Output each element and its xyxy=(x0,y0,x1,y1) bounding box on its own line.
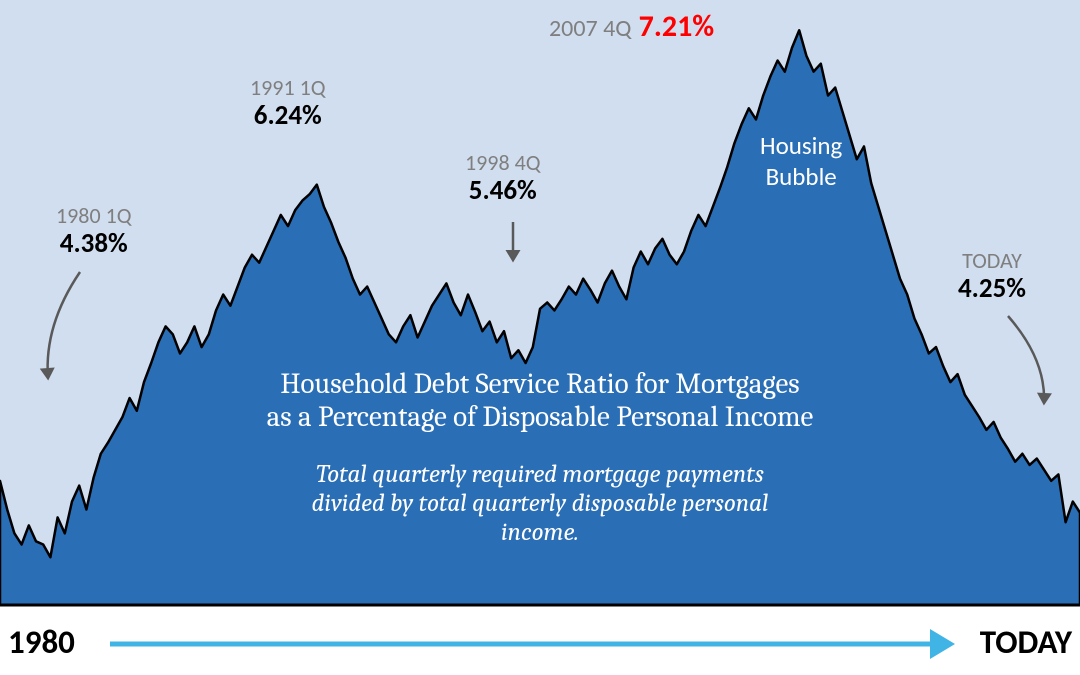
annotation-1980-1q: 1980 1Q 4.38% xyxy=(56,203,132,259)
annotation-value: 7.21% xyxy=(639,8,715,45)
subtitle-line3: income. xyxy=(0,518,1080,547)
bubble-line2: Bubble xyxy=(760,161,842,192)
chart-subtitle: Total quarterly required mortgage paymen… xyxy=(0,460,1080,547)
bubble-line1: Housing xyxy=(760,130,842,161)
annotation-date: 1980 1Q xyxy=(56,203,132,228)
x-axis-end-label: TODAY xyxy=(980,622,1072,662)
housing-bubble-label: Housing Bubble xyxy=(760,130,842,192)
annotation-today: TODAY 4.25% xyxy=(958,248,1026,304)
annotation-2007-4q: 2007 4Q 7.21% xyxy=(549,10,714,45)
chart-title: Household Debt Service Ratio for Mortgag… xyxy=(0,368,1080,434)
annotation-1991-1q: 1991 1Q 6.24% xyxy=(250,75,326,131)
debt-service-chart: 1980 1Q 4.38% 1991 1Q 6.24% 1998 4Q 5.46… xyxy=(0,0,1080,675)
annotation-value: 6.24% xyxy=(250,100,326,131)
annotation-1998-4q: 1998 4Q 5.46% xyxy=(465,150,541,206)
chart-svg xyxy=(0,0,1080,675)
annotation-value: 4.38% xyxy=(56,228,132,259)
annotation-date: 1991 1Q xyxy=(250,75,326,100)
x-axis-start-label: 1980 xyxy=(8,622,75,662)
title-line2: as a Percentage of Disposable Personal I… xyxy=(0,401,1080,434)
title-line1: Household Debt Service Ratio for Mortgag… xyxy=(0,368,1080,401)
annotation-value: 4.25% xyxy=(958,273,1026,304)
annotation-date: TODAY xyxy=(958,248,1026,273)
subtitle-line2: divided by total quarterly disposable pe… xyxy=(0,489,1080,518)
annotation-date: 1998 4Q xyxy=(465,150,541,175)
annotation-value: 5.46% xyxy=(465,175,541,206)
annotation-date: 2007 4Q xyxy=(549,14,631,43)
subtitle-line1: Total quarterly required mortgage paymen… xyxy=(0,460,1080,489)
